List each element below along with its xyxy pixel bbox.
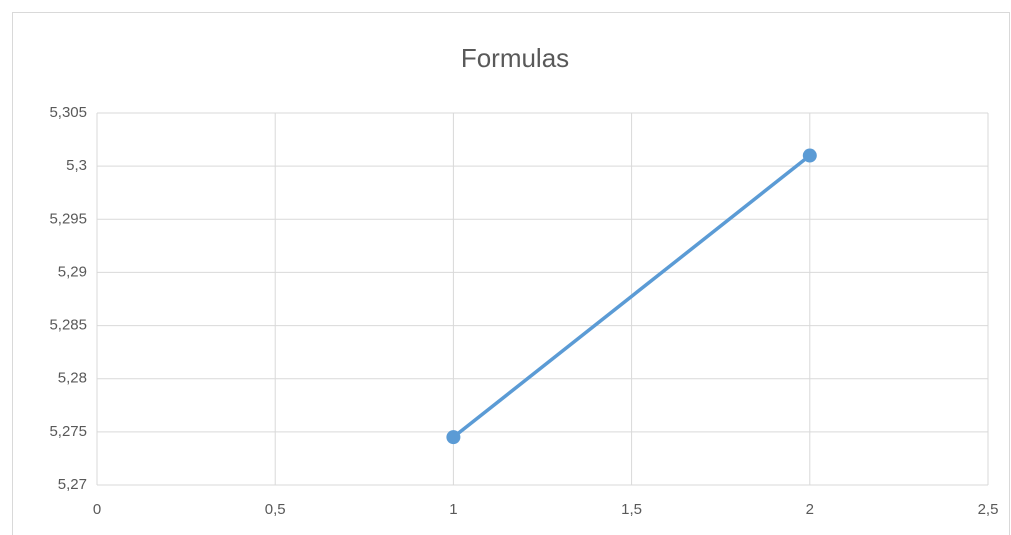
x-tick-label: 2,5 — [978, 501, 999, 518]
chart-border — [12, 12, 1010, 535]
y-tick-label: 5,3 — [66, 157, 87, 174]
y-tick-label: 5,295 — [49, 210, 87, 227]
data-point — [802, 148, 817, 163]
y-tick-label: 5,27 — [58, 476, 87, 493]
chart-title: Formulas — [461, 43, 569, 73]
y-tick-label: 5,29 — [58, 263, 87, 280]
y-tick-label: 5,275 — [49, 423, 87, 440]
y-tick-label: 5,285 — [49, 317, 87, 334]
x-tick-label: 1 — [449, 501, 457, 518]
y-tick-label: 5,305 — [49, 104, 87, 121]
data-point — [446, 430, 461, 445]
x-tick-label: 0,5 — [265, 501, 286, 518]
series-line — [452, 154, 811, 439]
x-tick-label: 0 — [93, 501, 101, 518]
x-tick-label: 1,5 — [621, 501, 642, 518]
y-tick-label: 5,28 — [58, 370, 87, 387]
x-tick-label: 2 — [806, 501, 814, 518]
